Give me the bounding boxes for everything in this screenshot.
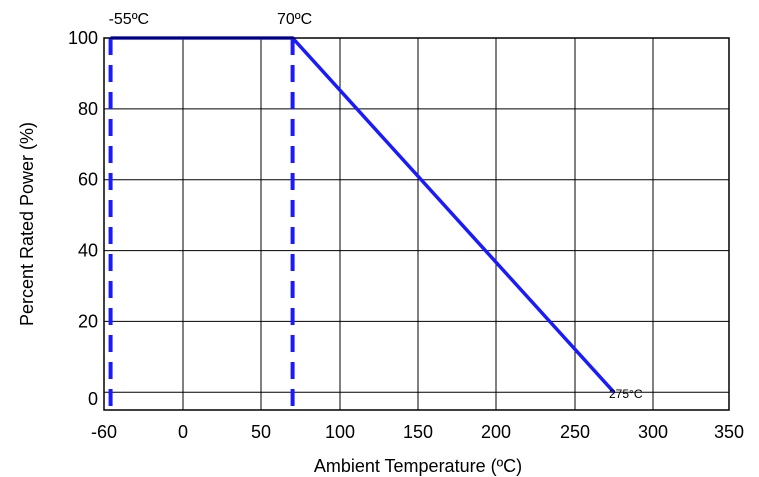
x-tick-label: 200 [481, 422, 511, 442]
x-tick-label: 100 [325, 422, 355, 442]
dashed-markers [108, 38, 295, 410]
plot-frame [103, 37, 730, 411]
annotation-label: 70ºC [277, 11, 312, 28]
x-tick-label: 150 [403, 422, 433, 442]
y-tick-label: 0 [88, 389, 98, 409]
x-tick-label: 300 [638, 422, 668, 442]
series-line [110, 36, 616, 394]
x-tick-label: 250 [560, 422, 590, 442]
y-tick-labels: 0 20 40 60 80 100 [68, 28, 98, 409]
annotation-label: -55ºC [109, 11, 150, 28]
x-tick-labels: -60 0 50 100 150 200 250 300 350 [91, 422, 744, 442]
series-layer [110, 36, 616, 394]
x-tick-label: -60 [91, 422, 117, 442]
annotations: -55ºC 70ºC 275°C [109, 11, 643, 401]
annotation-label: 275°C [609, 387, 643, 401]
plot-border [103, 37, 730, 411]
x-tick-label: 350 [714, 422, 744, 442]
y-tick-label: 60 [78, 170, 98, 190]
x-tick-label: 0 [178, 422, 188, 442]
grid [103, 37, 730, 410]
x-axis-title: Ambient Temperature (ºC) [314, 456, 522, 476]
y-tick-label: 40 [78, 241, 98, 261]
x-tick-label: 50 [251, 422, 271, 442]
y-tick-label: 80 [78, 99, 98, 119]
y-tick-label: 100 [68, 28, 98, 48]
y-tick-label: 20 [78, 311, 98, 331]
y-axis-title: Percent Rated Power (%) [17, 122, 37, 326]
